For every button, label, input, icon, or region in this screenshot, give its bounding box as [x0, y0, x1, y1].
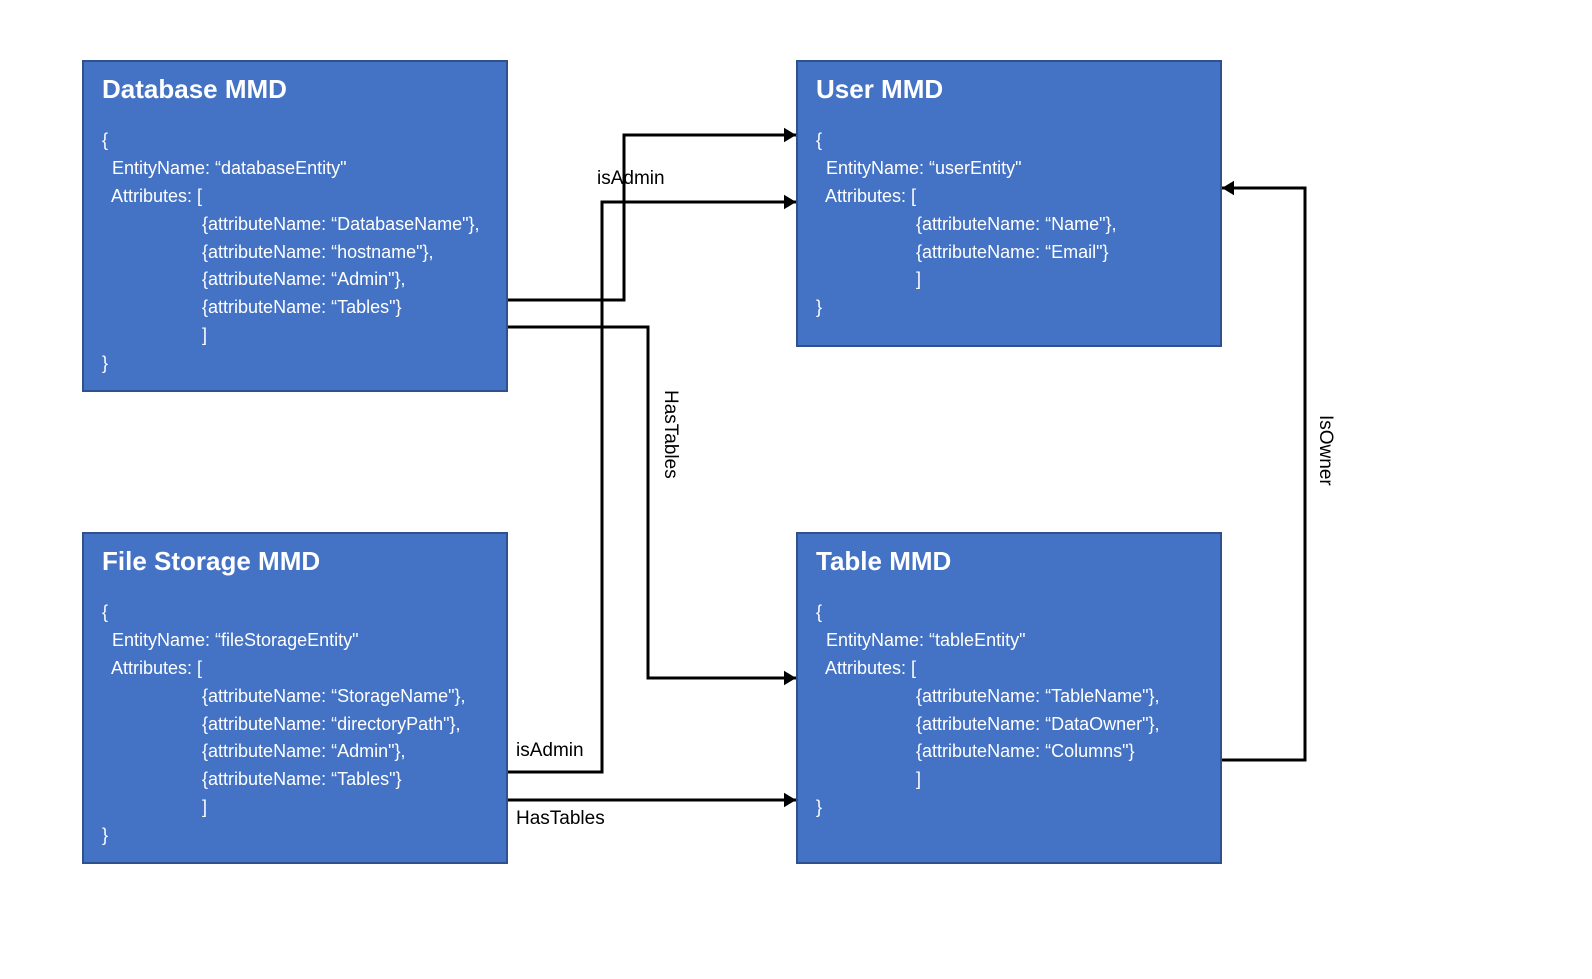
- node-database-title: Database MMD: [84, 62, 506, 109]
- node-filestorage: File Storage MMD { EntityName: “fileStor…: [82, 532, 508, 864]
- node-filestorage-title: File Storage MMD: [84, 534, 506, 581]
- edge-label-isadmin-fs: isAdmin: [516, 740, 584, 762]
- node-user-body: { EntityName: “userEntity" Attributes: […: [798, 109, 1220, 336]
- diagram-canvas: Database MMD { EntityName: “databaseEnti…: [0, 0, 1592, 979]
- node-table: Table MMD { EntityName: “tableEntity" At…: [796, 532, 1222, 864]
- node-user-title: User MMD: [798, 62, 1220, 109]
- edge-label-hastables-fs: HasTables: [516, 808, 605, 830]
- node-user: User MMD { EntityName: “userEntity" Attr…: [796, 60, 1222, 347]
- node-table-body: { EntityName: “tableEntity" Attributes: …: [798, 581, 1220, 836]
- node-database-body: { EntityName: “databaseEntity" Attribute…: [84, 109, 506, 392]
- edge-label-hastables-db: HasTables: [659, 390, 681, 479]
- node-database: Database MMD { EntityName: “databaseEnti…: [82, 60, 508, 392]
- node-filestorage-body: { EntityName: “fileStorageEntity" Attrib…: [84, 581, 506, 864]
- edge-label-isowner: IsOwner: [1314, 415, 1336, 486]
- edge-label-isadmin-db: isAdmin: [597, 168, 665, 190]
- node-table-title: Table MMD: [798, 534, 1220, 581]
